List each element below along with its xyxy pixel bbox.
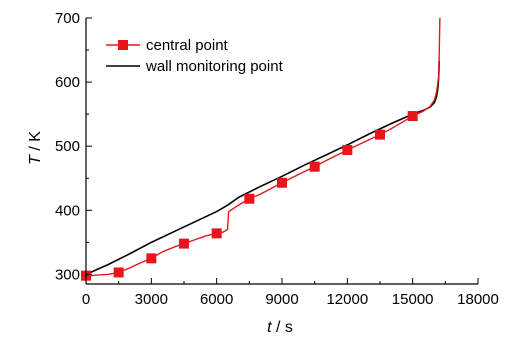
central-point-marker: [113, 267, 124, 278]
series-markers: [81, 111, 418, 281]
central-point-marker: [277, 177, 287, 188]
legend-label-wall: wall monitoring point: [145, 58, 284, 75]
x-axis-unit: / s: [272, 319, 293, 336]
x-axis-symbol: t: [267, 319, 272, 336]
legend-label-central: central point: [146, 37, 229, 54]
legend-marker-central: [118, 40, 128, 50]
central-point-marker: [309, 161, 320, 172]
y-tick-label: 300: [55, 266, 80, 283]
y-tick-label: 400: [55, 202, 80, 219]
plot-lines: [85, 17, 441, 277]
central-point-marker: [146, 253, 157, 264]
x-tick-label: 18000: [457, 291, 499, 308]
legend: central point wall monitoring point: [106, 37, 284, 75]
x-tick-label: 6000: [200, 291, 233, 308]
tick-labels: 0 3000 6000 9000 12000 15000 18000 300 400 500 600…: [55, 10, 499, 308]
central-point-marker: [211, 228, 222, 239]
x-tick-label: 12000: [326, 291, 368, 308]
y-tick-label: 700: [55, 10, 80, 27]
x-tick-label: 0: [82, 291, 90, 308]
y-tick-label: 500: [55, 138, 80, 155]
x-axis-label: t / s: [267, 319, 293, 336]
y-axis-unit: / K: [27, 131, 44, 155]
x-tick-label: 15000: [392, 291, 434, 308]
central-point-marker: [342, 145, 353, 156]
series-line-wall: [85, 60, 441, 276]
series-line-central: [86, 17, 441, 277]
tick-marks: [85, 17, 479, 284]
central-point-marker: [244, 193, 255, 204]
central-point-marker: [407, 111, 418, 122]
y-tick-label: 600: [55, 74, 80, 91]
central-point-marker: [179, 238, 189, 249]
y-axis-label: T / K: [27, 131, 44, 165]
x-tick-label: 9000: [265, 291, 298, 308]
central-point-marker: [375, 129, 385, 140]
y-axis-symbol: T: [27, 154, 44, 165]
x-tick-label: 3000: [135, 291, 168, 308]
